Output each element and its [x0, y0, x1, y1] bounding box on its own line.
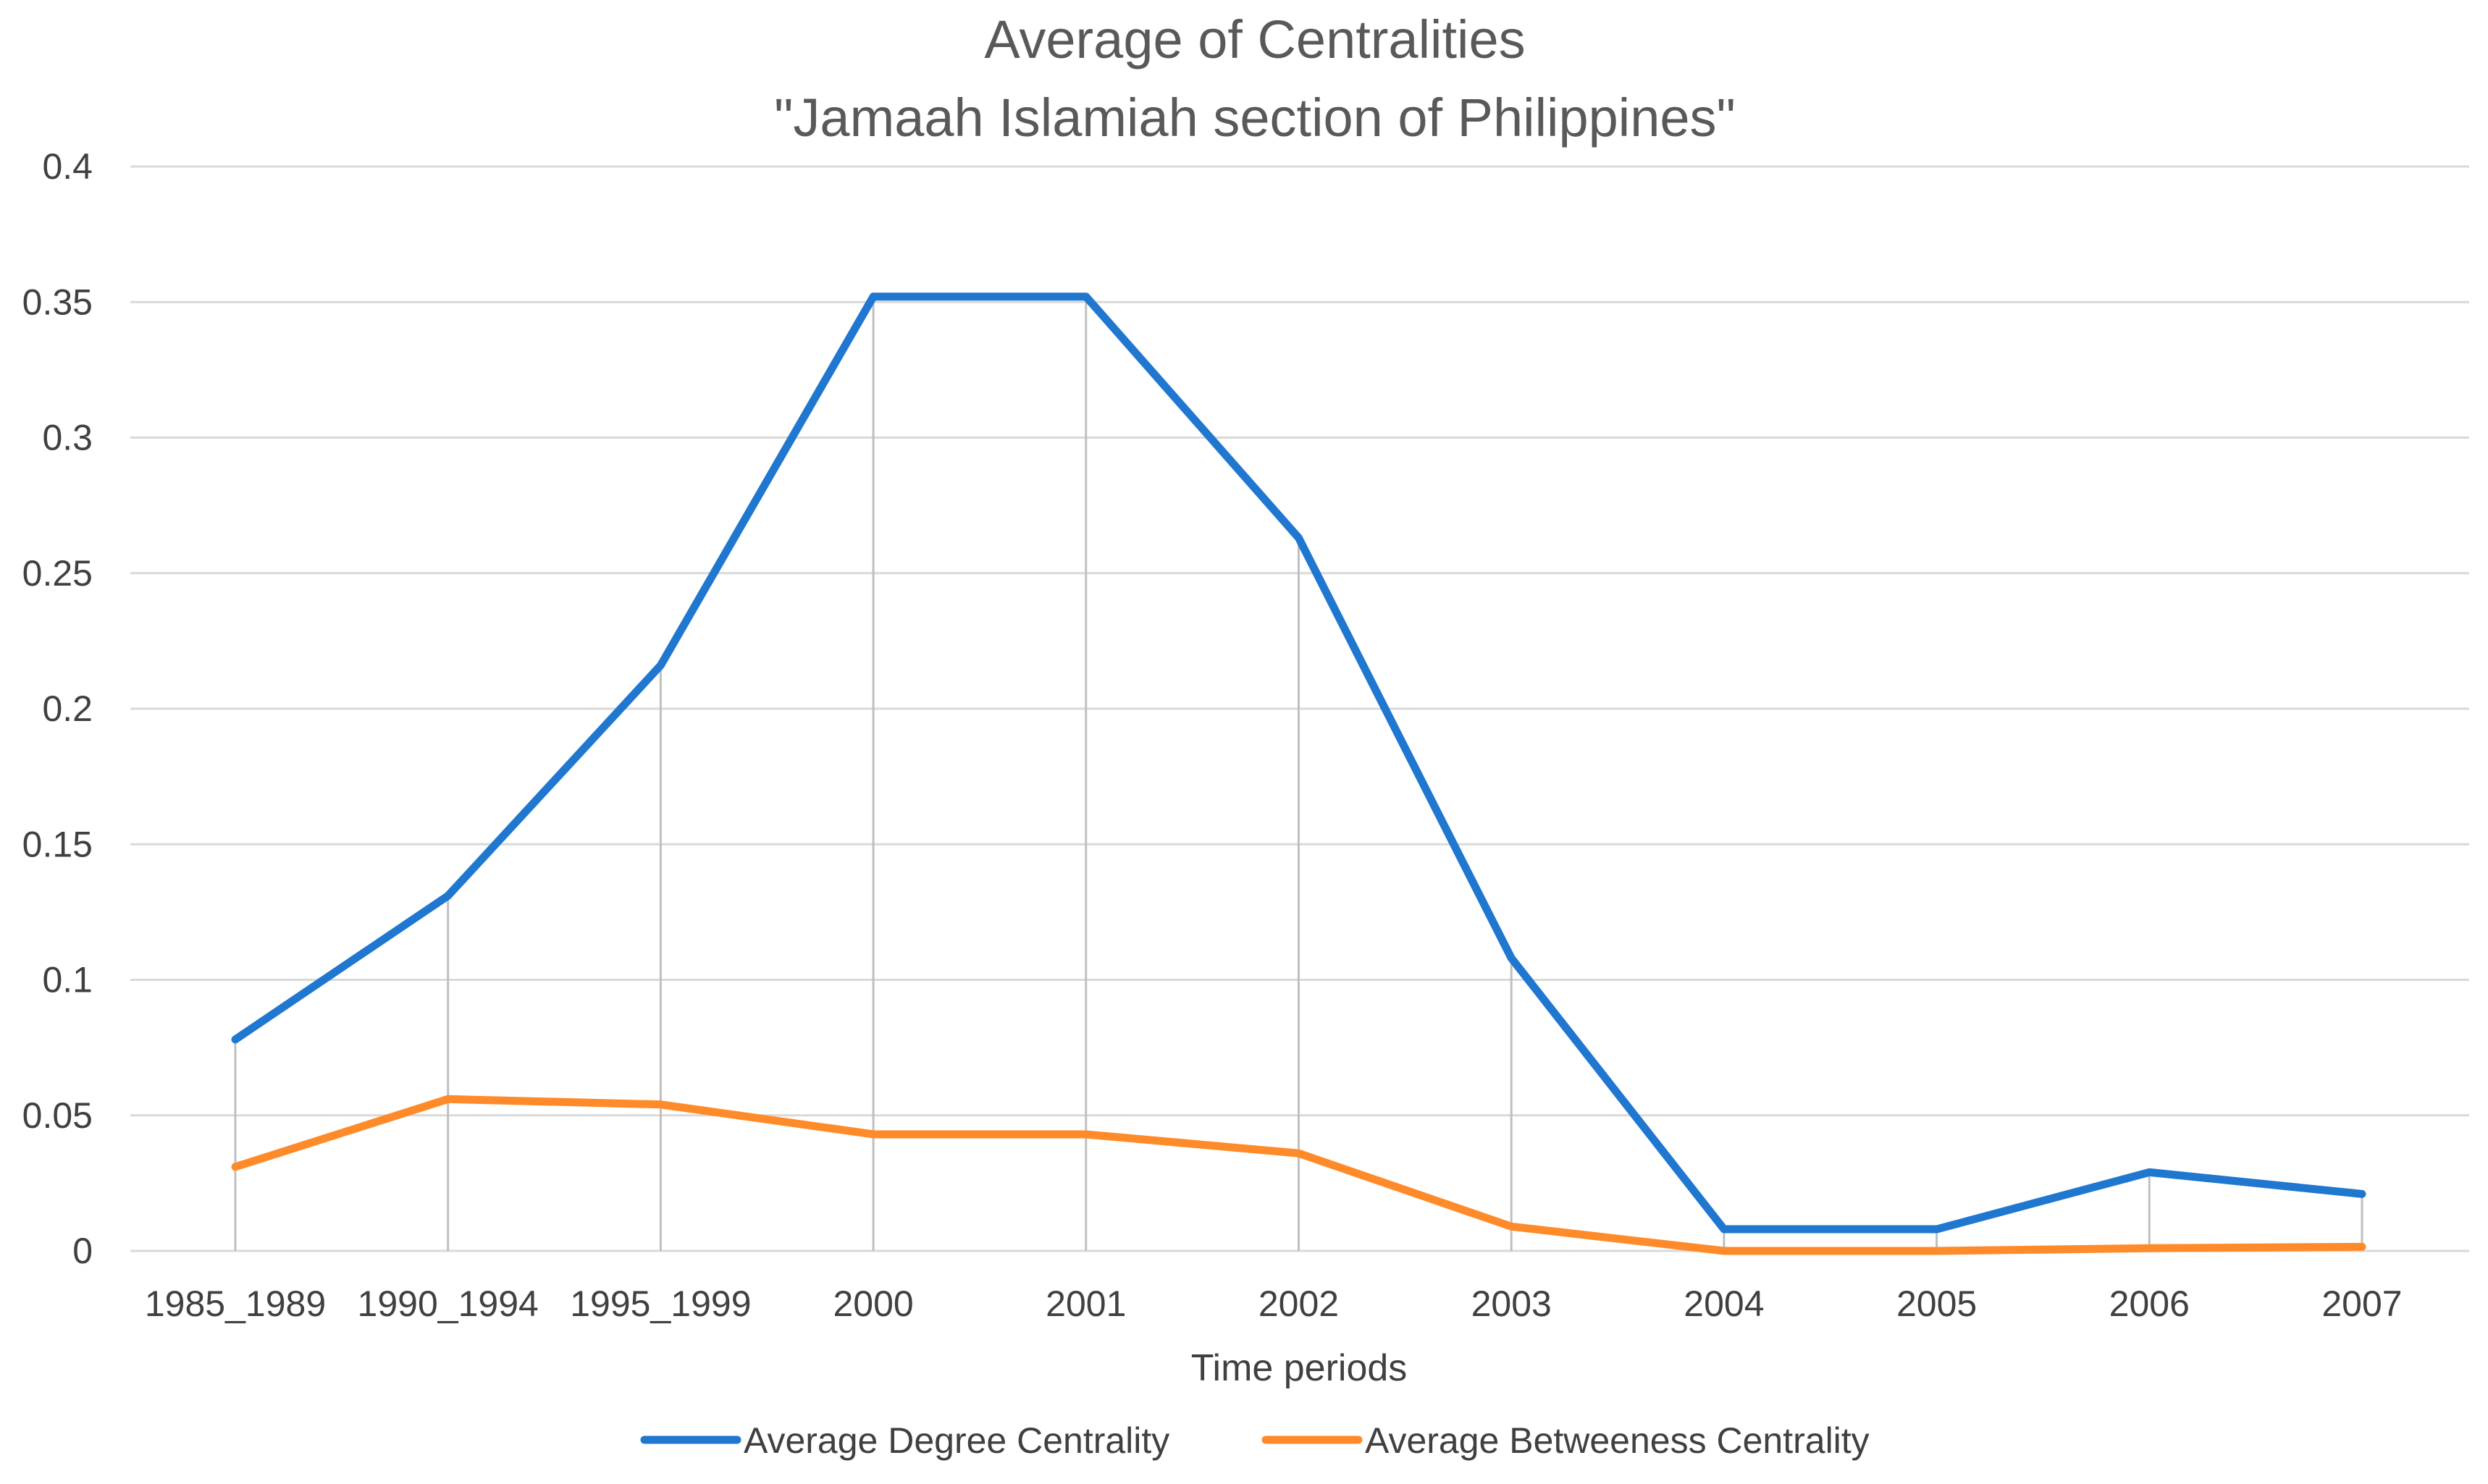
data-point — [1933, 1226, 1941, 1234]
data-point — [2358, 1243, 2366, 1251]
data-point — [1295, 534, 1303, 542]
y-tick-label: 0 — [72, 1231, 93, 1271]
data-point — [1720, 1247, 1728, 1255]
x-axis-title: Time periods — [1191, 1347, 1408, 1389]
y-tick-label: 0.05 — [22, 1095, 93, 1136]
data-point — [1082, 1130, 1090, 1138]
x-tick-label: 2006 — [2109, 1283, 2190, 1324]
data-point — [1720, 1226, 1728, 1234]
chart-title: Average of Centralities — [984, 9, 1525, 69]
legend-label: Average Degree Centrality — [744, 1420, 1169, 1461]
x-tick-label: 1995_1999 — [570, 1283, 751, 1324]
x-tick-label: 1990_1994 — [358, 1283, 539, 1324]
x-tick-label: 2000 — [833, 1283, 913, 1324]
data-point — [1295, 1150, 1303, 1158]
x-tick-label: 2005 — [1896, 1283, 1977, 1324]
drop-lines — [234, 296, 2363, 1251]
x-tick-label: 2001 — [1046, 1283, 1126, 1324]
data-point — [1082, 292, 1090, 300]
data-point — [657, 1100, 665, 1108]
data-point — [870, 1130, 878, 1138]
y-tick-label: 0.3 — [42, 418, 93, 458]
series-lines — [231, 292, 2366, 1255]
data-point — [2146, 1168, 2153, 1176]
legend: Average Degree Centrality Average Between… — [640, 1420, 1870, 1461]
x-tick-label: 2002 — [1258, 1283, 1339, 1324]
x-tick-label: 2007 — [2321, 1283, 2402, 1324]
data-point — [444, 892, 452, 900]
y-tick-label: 0.2 — [42, 688, 93, 729]
y-tick-label: 0.35 — [22, 282, 93, 322]
data-point — [1933, 1247, 1941, 1255]
data-point — [1508, 1223, 1516, 1231]
y-tick-label: 0.4 — [42, 146, 93, 187]
x-axis-ticks: 1985_1989 1990_1994 1995_1999 2000 2001 2002 2… — [145, 1283, 2403, 1324]
x-tick-label: 1985_1989 — [145, 1283, 326, 1324]
data-point — [657, 662, 665, 670]
y-tick-label: 0.1 — [42, 960, 93, 1000]
data-point — [2358, 1190, 2366, 1198]
data-point — [1508, 954, 1516, 962]
y-tick-label: 0.15 — [22, 824, 93, 864]
data-point — [232, 1035, 239, 1043]
x-tick-label: 2003 — [1471, 1283, 1552, 1324]
legend-label: Average Betweeness Centrality — [1365, 1420, 1870, 1461]
chart-subtitle: "Jamaah Islamiah section of Philippines" — [774, 88, 1736, 148]
data-point — [232, 1163, 239, 1171]
data-point — [870, 292, 878, 300]
x-tick-label: 2004 — [1684, 1283, 1764, 1324]
y-axis-ticks: 0 0.05 0.1 0.15 0.2 0.25 0.3 0.35 0.4 — [22, 146, 93, 1271]
y-tick-label: 0.25 — [22, 553, 93, 594]
data-point — [444, 1095, 452, 1103]
data-point — [2146, 1244, 2153, 1252]
